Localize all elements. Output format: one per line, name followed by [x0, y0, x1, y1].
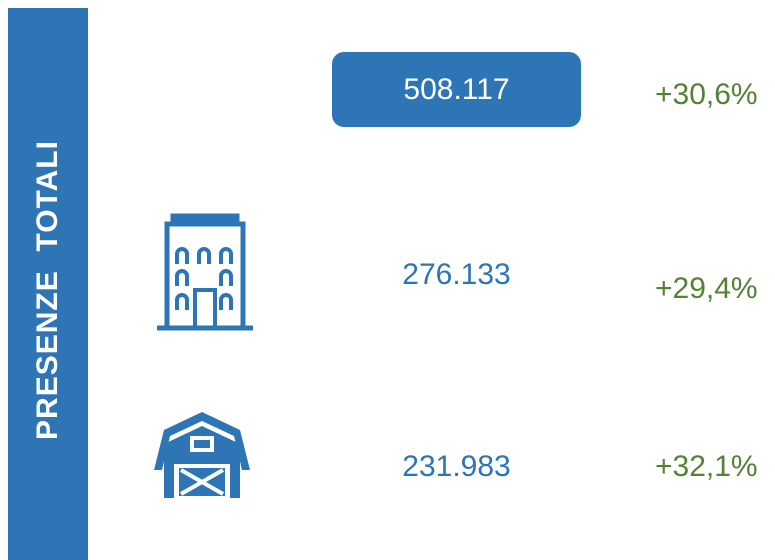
farm-icon	[154, 412, 250, 498]
hotel-change: +29,4%	[655, 272, 758, 305]
hotel-value: 276.133	[402, 258, 511, 291]
hotel-icon	[157, 213, 253, 331]
total-value: 508.117	[403, 72, 510, 106]
farm-change: +32,1%	[655, 450, 758, 483]
side-bar: PRESENZE TOTALI	[8, 8, 88, 560]
total-box: 508.117	[332, 52, 581, 127]
farm-value: 231.983	[402, 450, 511, 483]
total-change: +30,6%	[655, 78, 758, 111]
side-label: PRESENZE TOTALI	[31, 140, 64, 440]
